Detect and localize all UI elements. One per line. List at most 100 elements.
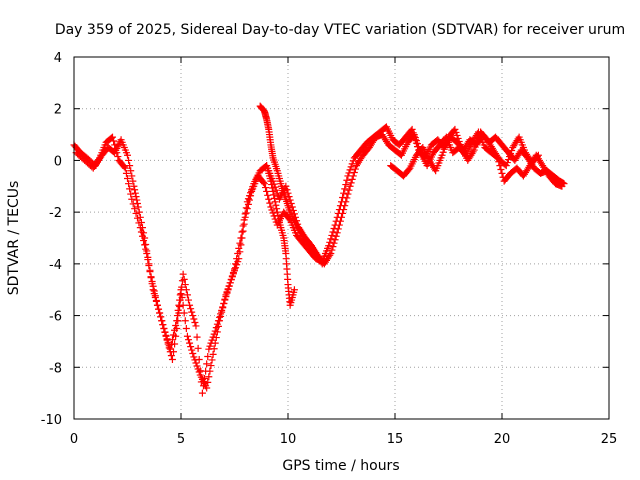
data-point [274, 212, 282, 220]
data-point [206, 342, 214, 350]
data-point [218, 306, 226, 314]
data-point [187, 305, 195, 313]
data-point [212, 324, 220, 332]
data-point [172, 332, 180, 340]
data-point [326, 251, 334, 259]
data-point [220, 300, 228, 308]
data-point [165, 344, 173, 352]
data-point [122, 169, 130, 177]
data-point [141, 241, 149, 249]
data-point [138, 232, 146, 240]
data-point [243, 198, 251, 206]
data-point [176, 303, 184, 311]
data-point [267, 177, 275, 185]
data-point [248, 186, 256, 194]
series-4 [263, 162, 298, 309]
data-point [497, 165, 505, 173]
data-point [130, 182, 138, 190]
data-point [244, 195, 252, 203]
data-point [188, 308, 196, 316]
data-point [137, 228, 145, 236]
data-point [157, 313, 165, 321]
y-tick-label: 4 [54, 51, 62, 66]
data-point [269, 187, 277, 195]
data-point [270, 194, 278, 202]
data-point [224, 286, 232, 294]
data-point [249, 183, 257, 191]
data-point [192, 359, 200, 367]
data-point [222, 293, 230, 301]
data-point [267, 203, 275, 211]
data-point [345, 186, 353, 194]
data-point [188, 346, 196, 354]
data-point [238, 228, 246, 236]
data-point [235, 244, 243, 252]
data-point [186, 301, 194, 309]
data-point [125, 180, 133, 188]
data-point [113, 149, 121, 157]
data-point [159, 321, 167, 329]
data-point [210, 330, 218, 338]
data-point [201, 374, 209, 382]
data-point [454, 134, 462, 142]
data-point [335, 221, 343, 229]
data-point [161, 328, 169, 336]
data-point [132, 209, 140, 217]
data-point [503, 159, 511, 167]
data-point [135, 219, 143, 227]
grid [74, 57, 609, 419]
data-point [233, 255, 241, 263]
data-point [128, 195, 136, 203]
data-point [219, 303, 227, 311]
data-point [167, 352, 175, 360]
data-point [269, 209, 277, 217]
data-point [133, 214, 141, 222]
data-point [205, 373, 213, 381]
data-point [233, 261, 241, 269]
data-point [198, 389, 206, 397]
data-point [131, 186, 139, 194]
data-point [189, 349, 197, 357]
data-point [268, 181, 276, 189]
data-point [112, 145, 120, 153]
data-point [173, 325, 181, 332]
data-point [128, 172, 136, 180]
data-point [187, 343, 195, 351]
data-point [182, 286, 190, 294]
data-point [146, 268, 154, 276]
data-point [268, 184, 276, 192]
data-point [349, 172, 357, 180]
data-point [197, 378, 205, 386]
data-point [329, 243, 337, 251]
data-point [124, 175, 131, 183]
data-point [266, 199, 274, 207]
data-point [208, 336, 216, 344]
data-point [236, 239, 244, 247]
data-point [180, 275, 188, 283]
data-point [231, 265, 238, 273]
data-point [110, 137, 118, 145]
data-point [127, 190, 135, 198]
data-point [504, 156, 512, 164]
data-point [207, 339, 215, 347]
data-point [343, 176, 351, 184]
data-point [131, 205, 139, 213]
data-point [183, 332, 191, 340]
data-point [162, 332, 170, 340]
data-point [149, 286, 157, 294]
data-point [502, 162, 510, 170]
data-point [223, 289, 231, 297]
data-point [242, 204, 250, 212]
data-point [533, 153, 541, 161]
data-point [216, 313, 224, 321]
data-point [176, 296, 184, 304]
data-point [136, 224, 144, 232]
data-point [172, 321, 180, 329]
data-point [408, 125, 416, 133]
data-point [217, 310, 225, 318]
data-point [347, 163, 355, 171]
data-point [452, 128, 460, 136]
data-point [558, 182, 566, 190]
x-tick-label: 20 [494, 432, 511, 447]
